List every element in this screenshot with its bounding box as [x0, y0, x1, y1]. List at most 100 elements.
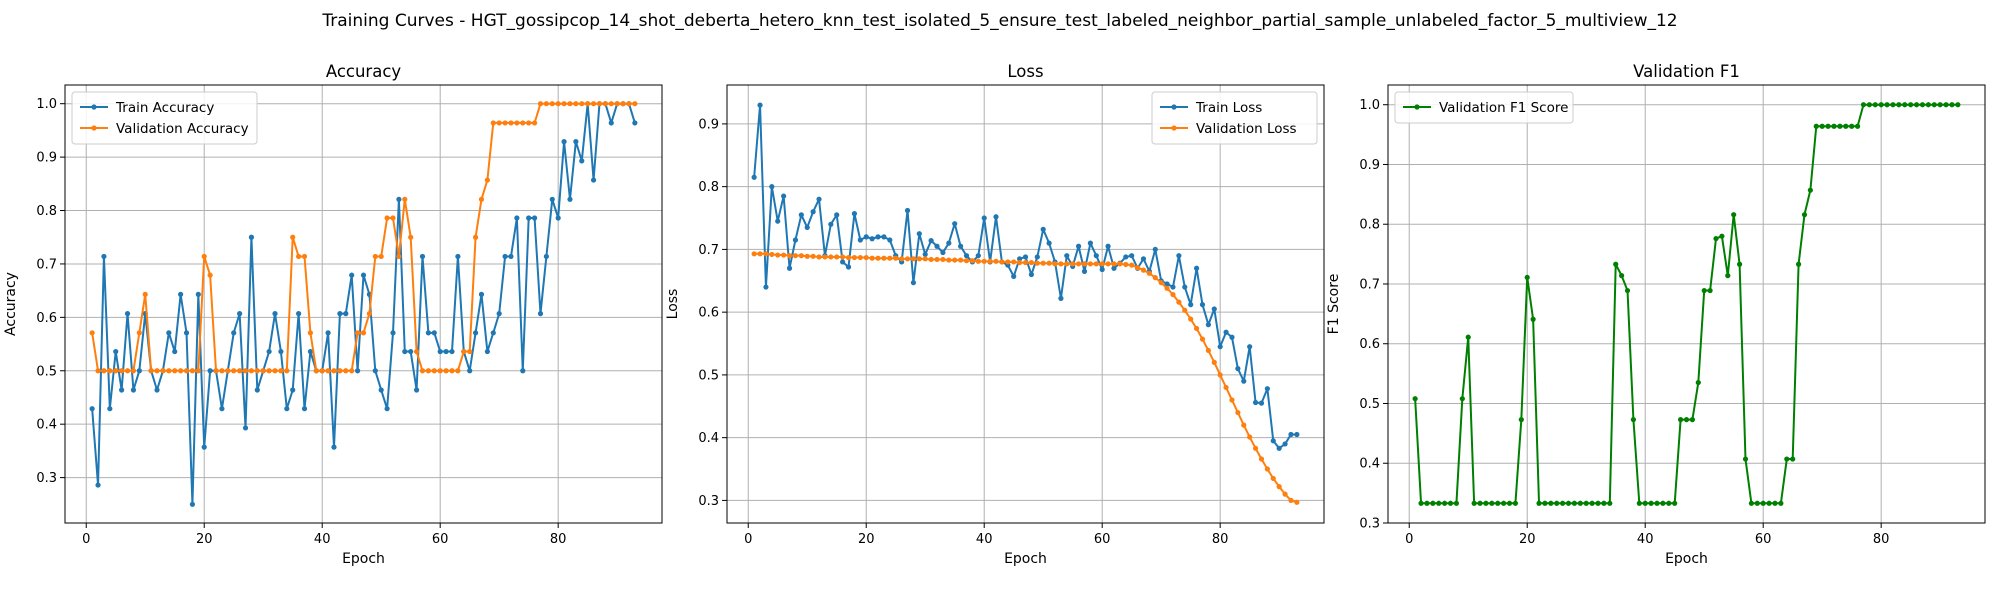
data-point [520, 120, 526, 126]
data-point [1205, 322, 1211, 328]
data-point [952, 221, 958, 227]
data-point [1418, 500, 1424, 506]
x-tick-label: 0 [744, 532, 752, 547]
data-point [851, 254, 858, 261]
data-point [1689, 417, 1695, 423]
data-point [1270, 438, 1276, 444]
data-point [166, 368, 172, 374]
data-point [1046, 240, 1052, 246]
data-point [408, 234, 414, 240]
data-point [1801, 212, 1808, 218]
data-point [751, 174, 757, 180]
data-point [1152, 246, 1158, 253]
data-point [278, 368, 284, 374]
data-point [490, 330, 496, 336]
data-point [248, 234, 255, 240]
data-point [1843, 123, 1849, 129]
data-point [95, 368, 101, 374]
data-point [863, 234, 869, 240]
y-tick-label: 0.4 [36, 418, 57, 433]
data-point [1601, 500, 1607, 506]
data-point [514, 215, 520, 221]
axes-frame [64, 84, 663, 524]
x-tick-label: 60 [1094, 532, 1111, 547]
panel-1: 0 20 40 60 80 0.3 0.4 0.5 0.6 0.7 0.8 0.9 1.0 Accurac… [3, 62, 663, 567]
data-point [337, 368, 343, 374]
data-point [130, 368, 137, 374]
data-point [875, 255, 881, 261]
data-point [834, 254, 840, 260]
data-point [1264, 466, 1270, 472]
data-point [573, 139, 579, 145]
legend-box [71, 91, 258, 145]
data-point [590, 177, 597, 183]
data-point [1040, 226, 1046, 232]
y-tick-label: 0.9 [36, 151, 57, 166]
data-point [999, 259, 1005, 265]
data-point [934, 256, 940, 263]
data-point [1860, 102, 1867, 108]
legend-label: Validation Accuracy [116, 121, 249, 137]
data-point [1766, 500, 1772, 506]
panel-title: Loss [1007, 62, 1043, 81]
data-point [1619, 273, 1625, 279]
data-point [1111, 261, 1117, 267]
data-point [372, 368, 378, 374]
data-point [916, 231, 922, 237]
data-point [1087, 261, 1093, 267]
data-point [472, 234, 479, 240]
data-point [1134, 265, 1141, 271]
data-point [1034, 260, 1040, 266]
data-point [496, 311, 502, 317]
data-point [272, 311, 278, 317]
data-point [437, 348, 443, 355]
data-point [1595, 500, 1601, 506]
data-point [531, 120, 538, 126]
x-tick-label: 80 [550, 532, 567, 547]
x-tick-label: 60 [432, 532, 449, 547]
data-point [963, 258, 970, 264]
data-point [869, 255, 875, 261]
data-point [1772, 500, 1778, 506]
data-point [946, 257, 952, 263]
data-point [828, 221, 834, 227]
data-point [579, 158, 585, 164]
data-point [508, 253, 514, 260]
data-point [349, 368, 355, 374]
data-point [455, 253, 461, 260]
data-point [484, 348, 490, 355]
data-point [431, 368, 437, 374]
data-point [1678, 417, 1684, 423]
data-point [946, 240, 952, 246]
legend-label: Train Accuracy [115, 100, 214, 116]
data-point [290, 234, 296, 240]
data-point [804, 224, 810, 231]
data-point [1205, 347, 1211, 354]
data-point [260, 368, 266, 374]
data-point [136, 368, 142, 374]
data-point [769, 251, 775, 258]
data-point [396, 196, 402, 202]
data-point [449, 368, 455, 374]
data-point [1943, 102, 1949, 108]
data-point [958, 257, 964, 263]
data-point [834, 212, 840, 218]
data-point [851, 211, 858, 217]
data-point [89, 330, 95, 336]
data-point [119, 387, 125, 393]
data-point [958, 243, 964, 249]
data-point [922, 256, 928, 262]
data-point [751, 251, 757, 257]
data-point [284, 368, 290, 374]
data-point [1058, 261, 1064, 267]
data-point [1713, 235, 1719, 242]
data-point [1158, 280, 1164, 286]
data-point [195, 291, 201, 297]
data-point [1736, 261, 1743, 267]
y-tick-label: 0.8 [698, 180, 719, 195]
data-point [1258, 400, 1265, 406]
data-point [1017, 259, 1023, 266]
x-tick-label: 80 [1873, 532, 1890, 547]
data-point [490, 120, 496, 126]
data-point [975, 258, 981, 264]
